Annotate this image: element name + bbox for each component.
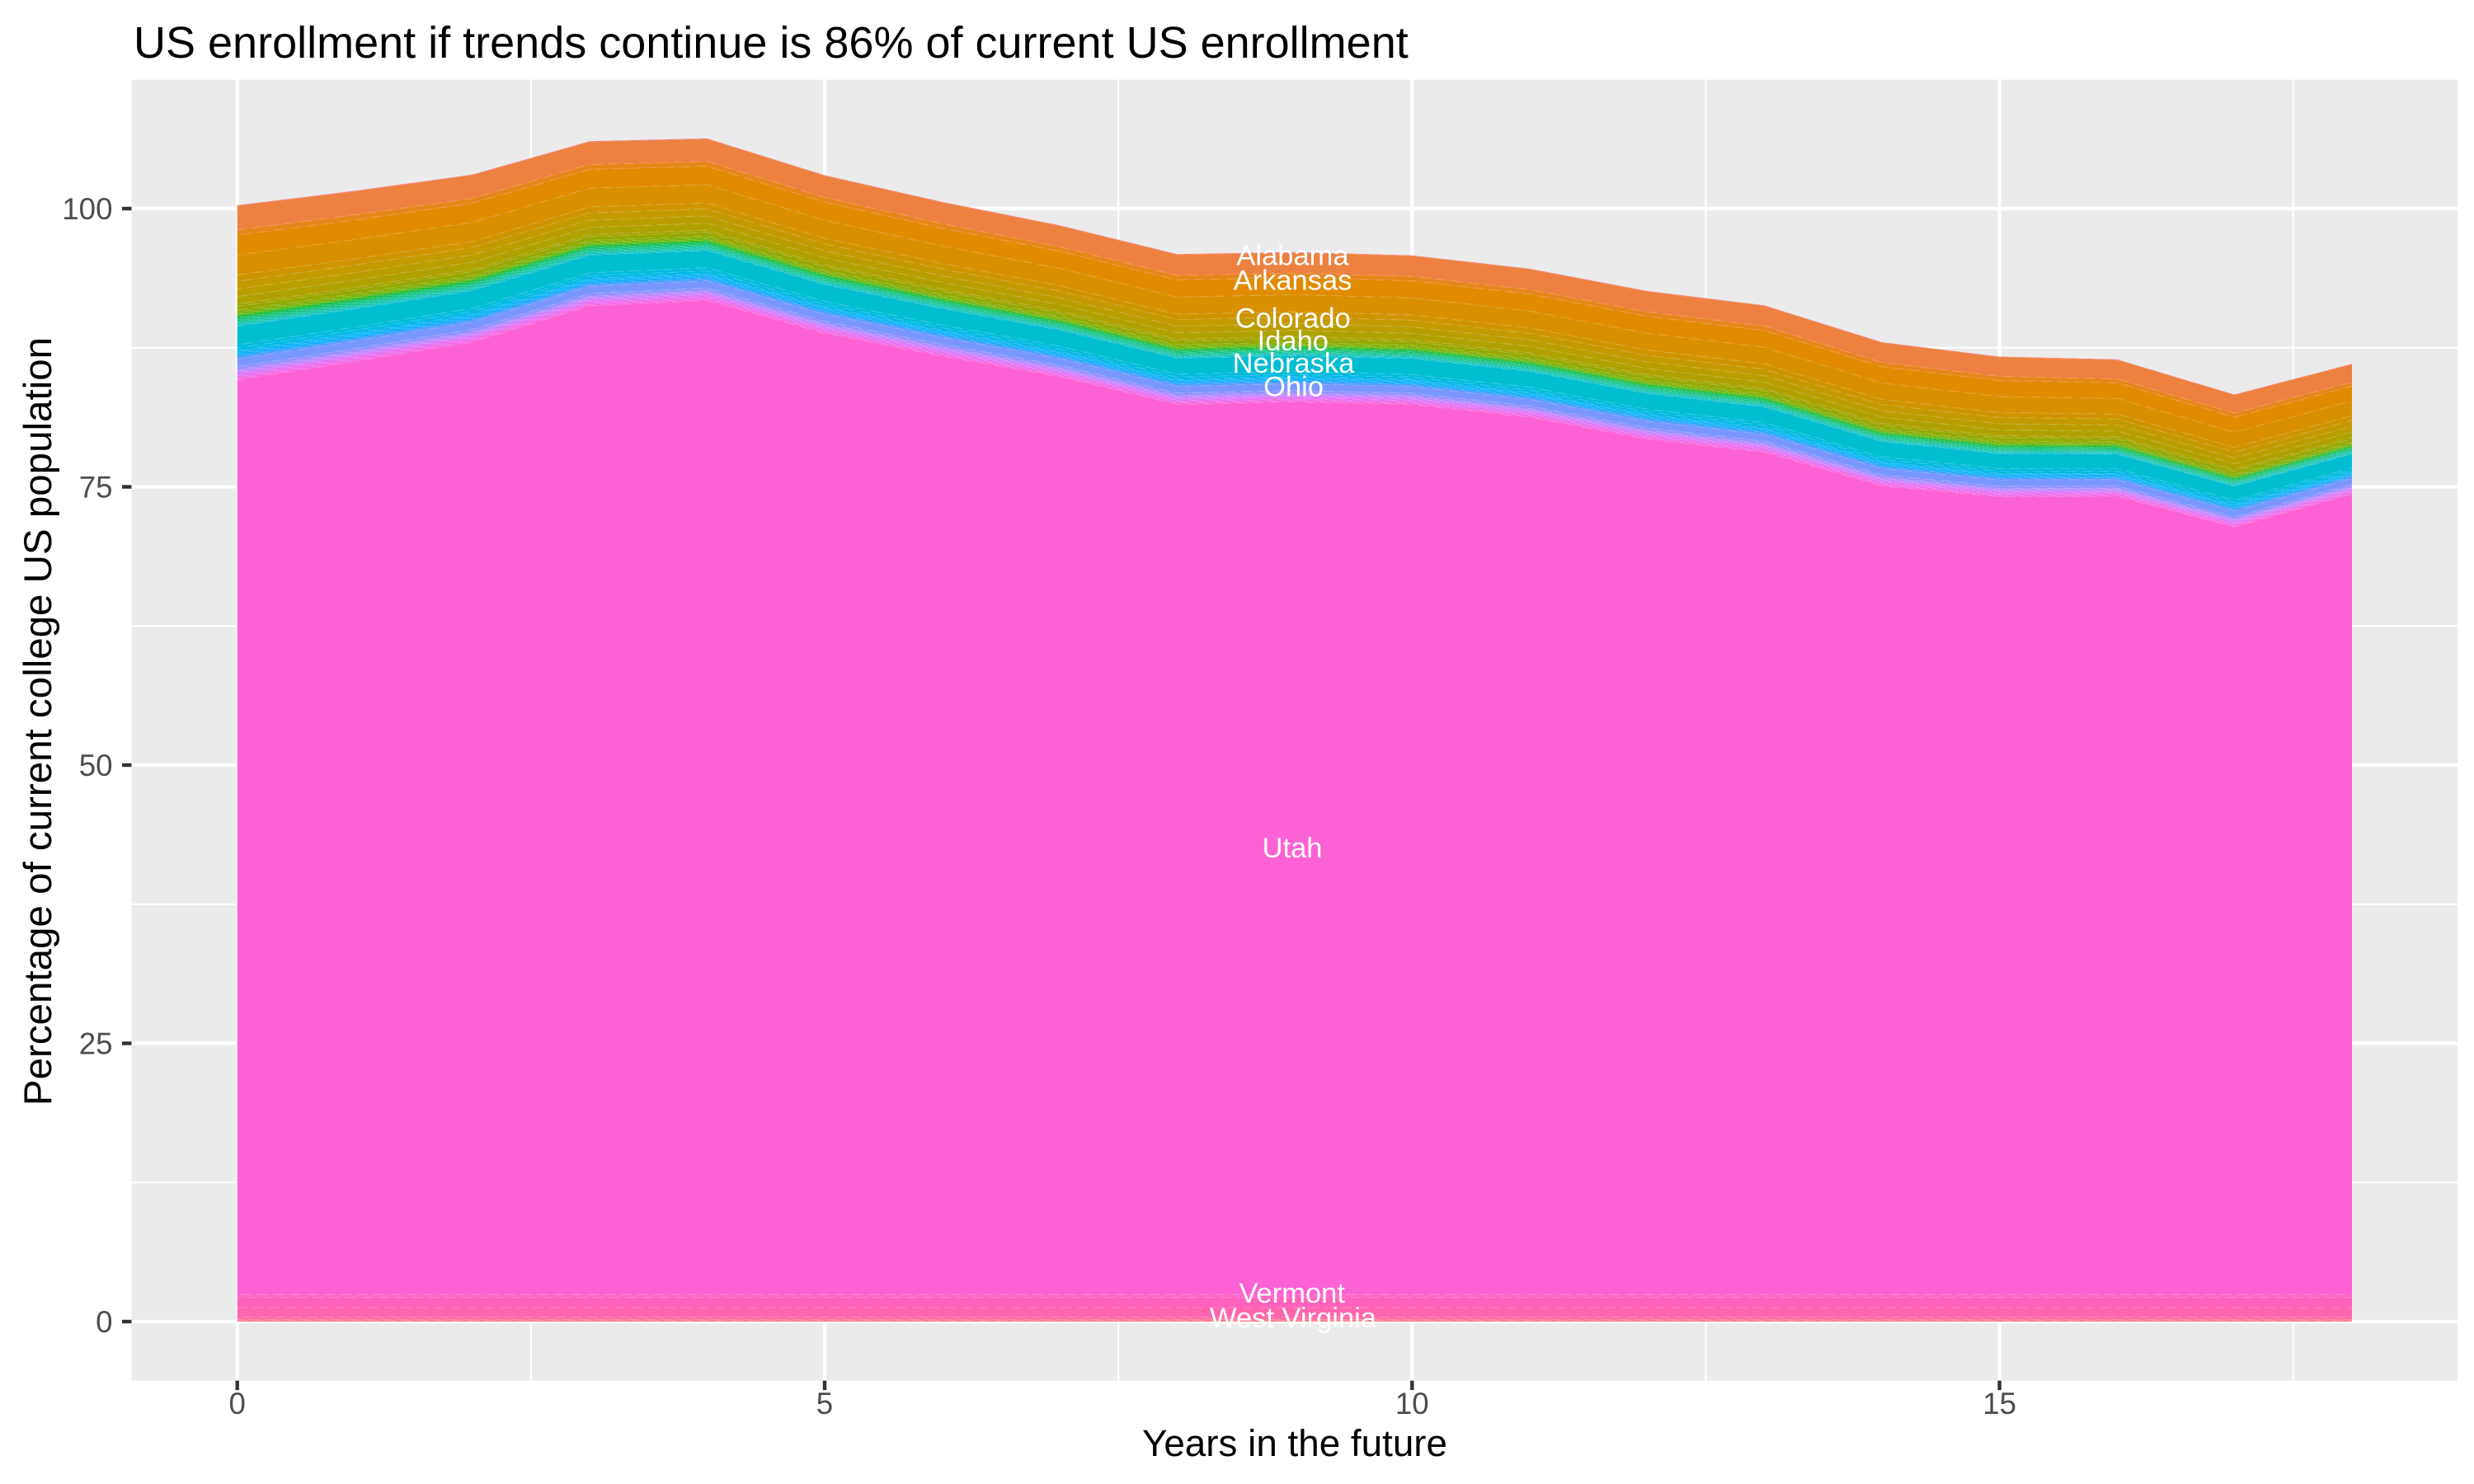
svg-text:0: 0 [96,1305,112,1339]
svg-text:15: 15 [1982,1387,2016,1421]
svg-text:10: 10 [1395,1387,1429,1421]
svg-text:Alabama: Alabama [1236,241,1349,272]
svg-text:US enrollment if trends contin: US enrollment if trends continue is 86% … [134,18,1409,68]
svg-text:50: 50 [79,749,113,782]
svg-text:Nebraska: Nebraska [1233,348,1355,379]
svg-text:Years in the future: Years in the future [1142,1422,1447,1464]
svg-text:Idaho: Idaho [1258,326,1329,357]
svg-text:West Virginia: West Virginia [1210,1303,1377,1334]
svg-text:5: 5 [816,1387,833,1421]
svg-text:75: 75 [79,471,113,505]
svg-text:Utah: Utah [1263,833,1323,864]
svg-text:Arkansas: Arkansas [1234,265,1352,297]
svg-text:Percentage of current college: Percentage of current college US populat… [16,337,60,1106]
svg-text:Ohio: Ohio [1263,372,1324,403]
svg-text:Colorado: Colorado [1235,303,1351,335]
svg-text:Vermont: Vermont [1239,1278,1345,1309]
svg-text:25: 25 [79,1027,113,1061]
svg-text:0: 0 [228,1387,245,1421]
svg-text:100: 100 [62,192,112,226]
